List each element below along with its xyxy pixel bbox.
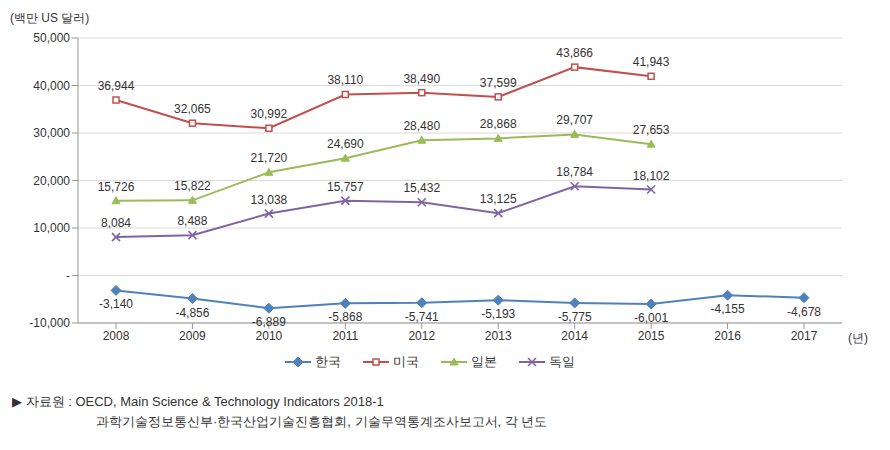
svg-text:8,084: 8,084 — [101, 216, 131, 230]
svg-text:-6,889: -6,889 — [252, 315, 286, 329]
svg-text:2011: 2011 — [332, 329, 358, 343]
svg-text:2013: 2013 — [485, 329, 512, 343]
html-text:독일: 독일 — [549, 354, 575, 369]
html-text:미국: 미국 — [393, 354, 419, 369]
svg-text:20,000: 20,000 — [33, 174, 70, 188]
svg-text:28,868: 28,868 — [480, 117, 517, 131]
svg-text:15,432: 15,432 — [403, 181, 440, 195]
svg-text:2008: 2008 — [103, 329, 130, 343]
svg-text:2014: 2014 — [561, 329, 588, 343]
svg-text:2016: 2016 — [714, 329, 741, 343]
svg-text:2017: 2017 — [791, 329, 818, 343]
svg-text:50,000: 50,000 — [33, 31, 70, 45]
svg-text:8,488: 8,488 — [177, 214, 207, 228]
svg-text:-3,140: -3,140 — [99, 297, 133, 311]
svg-text:2015: 2015 — [638, 329, 665, 343]
svg-text:27,653: 27,653 — [633, 123, 670, 137]
svg-text:2009: 2009 — [179, 329, 206, 343]
svg-text:-5,868: -5,868 — [328, 310, 362, 324]
svg-text:15,726: 15,726 — [98, 180, 135, 194]
svg-text:18,102: 18,102 — [633, 169, 670, 183]
svg-text:-5,741: -5,741 — [405, 310, 439, 324]
svg-text:18,784: 18,784 — [556, 165, 593, 179]
svg-text:38,110: 38,110 — [327, 73, 363, 87]
svg-text:10,000: 10,000 — [33, 221, 70, 235]
svg-text:-5,193: -5,193 — [481, 307, 515, 321]
html-text:과학기술정보통신부·한국산업기술진흥협회, 기술무역통계조사: 과학기술정보통신부·한국산업기술진흥협회, 기술무역통계조사보고서, 각 년도 — [96, 414, 548, 429]
html-text:▶ 자료원 : OECD, Main Science & T: ▶ 자료원 : OECD, Main Science & Technology … — [12, 394, 384, 409]
svg-text:30,000: 30,000 — [33, 126, 70, 140]
svg-text:24,690: 24,690 — [327, 137, 364, 151]
html-text:한국: 한국 — [315, 354, 341, 369]
svg-text:-4,856: -4,856 — [175, 306, 209, 320]
svg-text:13,125: 13,125 — [480, 192, 517, 206]
svg-text:40,000: 40,000 — [33, 79, 70, 93]
svg-text:13,038: 13,038 — [251, 193, 288, 207]
svg-text:-4,155: -4,155 — [711, 302, 745, 316]
svg-text:(년): (년) — [848, 331, 868, 345]
svg-text:2012: 2012 — [408, 329, 435, 343]
svg-text:2010: 2010 — [256, 329, 283, 343]
svg-text:-5,775: -5,775 — [558, 310, 592, 324]
svg-text:15,822: 15,822 — [174, 179, 211, 193]
svg-text:36,944: 36,944 — [98, 79, 135, 93]
svg-text:-6,001: -6,001 — [634, 311, 668, 325]
svg-text:32,065: 32,065 — [174, 102, 211, 116]
svg-text:37,599: 37,599 — [480, 76, 517, 90]
svg-text:29,707: 29,707 — [556, 113, 593, 127]
svg-text:-4,678: -4,678 — [787, 305, 821, 319]
svg-text:28,480: 28,480 — [403, 119, 440, 133]
html-text:(백만 US 달러): (백만 US 달러) — [10, 11, 90, 25]
svg-text:43,866: 43,866 — [556, 46, 593, 60]
html-text:일본: 일본 — [471, 354, 497, 369]
svg-text:21,720: 21,720 — [251, 151, 288, 165]
svg-text:-10,000: -10,000 — [29, 316, 70, 330]
svg-text:41,943: 41,943 — [633, 55, 670, 69]
svg-text:38,490: 38,490 — [403, 72, 440, 86]
svg-text:30,992: 30,992 — [251, 107, 288, 121]
svg-text:-: - — [66, 269, 70, 283]
svg-text:15,757: 15,757 — [327, 180, 364, 194]
